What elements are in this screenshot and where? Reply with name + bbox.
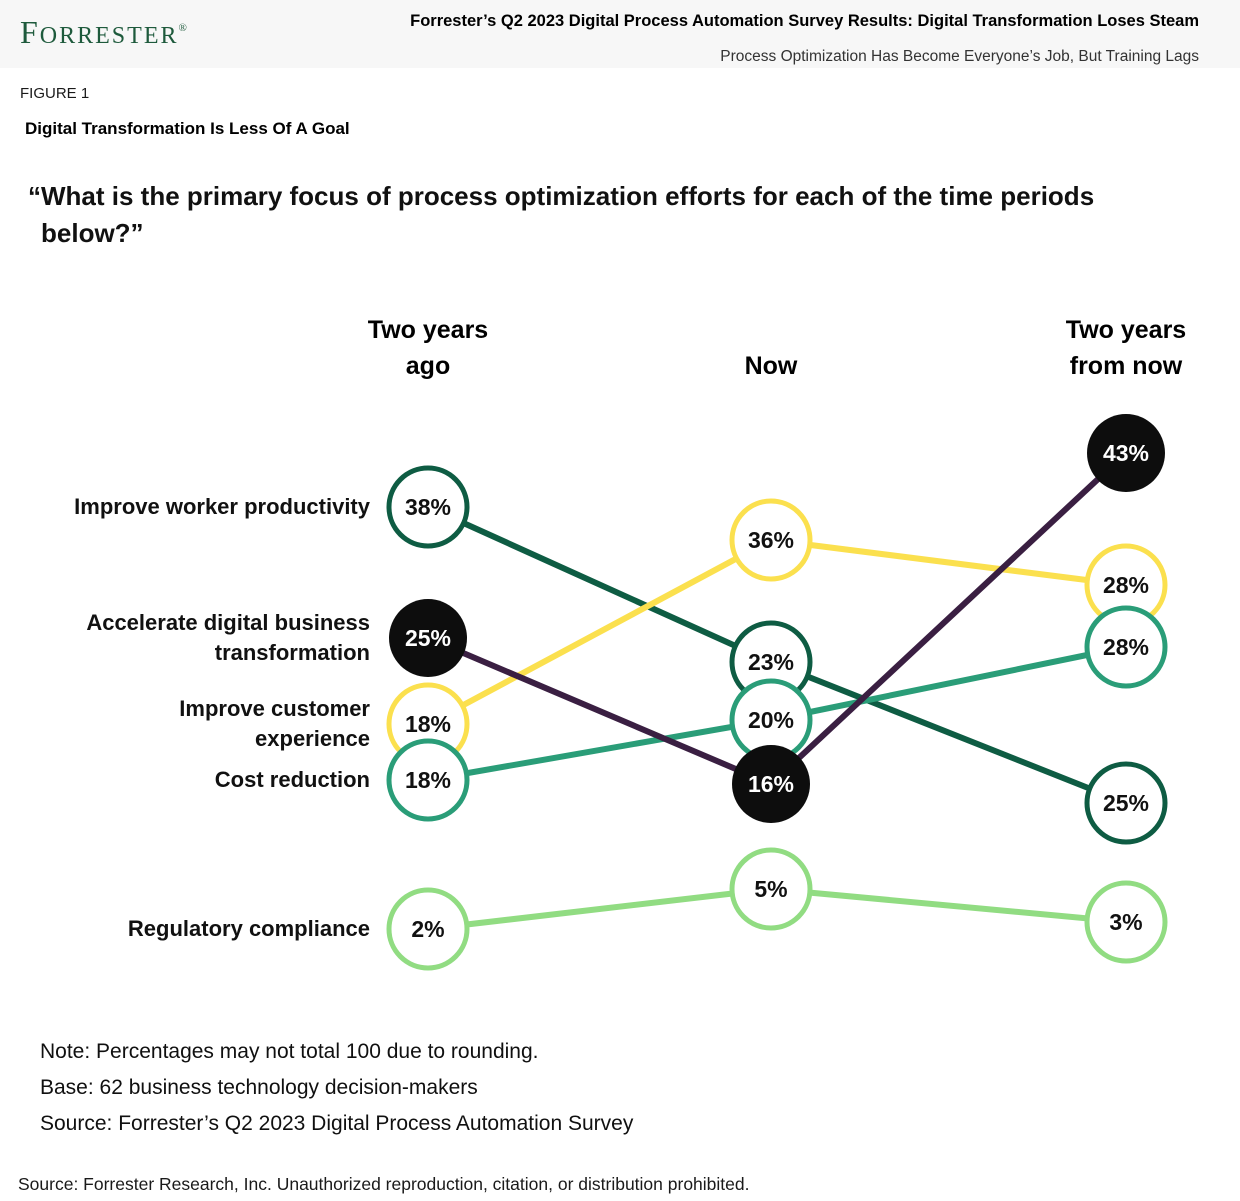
header-bar: FORRESTER® Forrester’s Q2 2023 Digital P… <box>0 0 1240 68</box>
data-point-improve-customer-experience-col1: 36% <box>729 498 813 582</box>
data-point-value: 2% <box>411 916 444 942</box>
data-point-regulatory-compliance-col2: 3% <box>1084 880 1168 964</box>
logo-text: F <box>20 14 40 50</box>
row-label-improve-customer-experience: Improve customer experience <box>179 696 370 751</box>
data-point-value: 28% <box>1103 572 1149 598</box>
registered-mark-icon: ® <box>178 22 187 34</box>
row-label-accelerate-digital-business-transformation: Accelerate digital business transformati… <box>86 610 370 665</box>
survey-question: “What is the primary focus of process op… <box>28 178 1218 252</box>
data-point-improve-customer-experience-col2: 28% <box>1084 543 1168 627</box>
data-point-value: 43% <box>1103 440 1149 466</box>
data-point-improve-worker-productivity-col2: 25% <box>1084 761 1168 845</box>
data-point-regulatory-compliance-col1: 5% <box>729 847 813 931</box>
document-subtitle: Process Optimization Has Become Everyone… <box>720 48 1199 65</box>
data-point-accelerate-digital-business-transformation-col1: 16% <box>732 745 810 823</box>
data-point-value: 36% <box>748 527 794 553</box>
data-point-value: 20% <box>748 707 794 733</box>
figure-label: FIGURE 1 <box>20 85 90 102</box>
data-point-circle <box>1084 880 1168 964</box>
survey-question-line2: below?” <box>41 218 144 248</box>
data-point-circle <box>1084 605 1168 689</box>
data-point-accelerate-digital-business-transformation-col2: 43% <box>1087 414 1165 492</box>
data-point-value: 25% <box>1103 790 1149 816</box>
data-point-cost-reduction-col1: 20% <box>729 678 813 762</box>
data-point-value: 3% <box>1109 909 1142 935</box>
data-point-value: 25% <box>405 625 451 651</box>
data-point-circle <box>386 738 470 822</box>
document-title: Forrester’s Q2 2023 Digital Process Auto… <box>410 12 1199 30</box>
column-header-now: Now <box>744 352 798 380</box>
forrester-logo: FORRESTER® <box>20 14 187 50</box>
header-titles: Forrester’s Q2 2023 Digital Process Auto… <box>410 12 1199 66</box>
note-source: Source: Forrester’s Q2 2023 Digital Proc… <box>40 1112 634 1135</box>
data-point-circle <box>1087 414 1165 492</box>
figure-title: Digital Transformation Is Less Of A Goal <box>25 119 350 138</box>
data-point-improve-worker-productivity-col0: 38% <box>386 465 470 549</box>
row-label-cost-reduction: Cost reduction <box>214 767 370 792</box>
column-header-two-years-from-now: Two years from now <box>1065 316 1187 380</box>
data-point-cost-reduction-col2: 28% <box>1084 605 1168 689</box>
data-point-accelerate-digital-business-transformation-col0: 25% <box>389 599 467 677</box>
data-point-circle <box>389 599 467 677</box>
data-point-value: 23% <box>748 649 794 675</box>
data-point-regulatory-compliance-col0: 2% <box>386 887 470 971</box>
data-point-value: 16% <box>748 771 794 797</box>
data-point-value: 38% <box>405 494 451 520</box>
data-point-circle <box>386 465 470 549</box>
data-point-circle <box>729 847 813 931</box>
data-point-circle <box>386 887 470 971</box>
survey-question-line1: “What is the primary focus of process op… <box>28 181 1095 211</box>
data-point-circle <box>1084 761 1168 845</box>
note-base: Base: 62 business technology decision-ma… <box>40 1076 478 1099</box>
data-point-circle <box>732 745 810 823</box>
data-point-value: 5% <box>754 876 787 902</box>
data-point-value: 18% <box>405 711 451 737</box>
data-point-circle <box>729 498 813 582</box>
note-rounding: Note: Percentages may not total 100 due … <box>40 1040 539 1063</box>
row-label-regulatory-compliance: Regulatory compliance <box>127 916 370 941</box>
data-point-cost-reduction-col0: 18% <box>386 738 470 822</box>
copyright-footer: Source: Forrester Research, Inc. Unautho… <box>18 1174 750 1194</box>
chart-notes: Note: Percentages may not total 100 due … <box>40 1034 633 1142</box>
data-point-value: 28% <box>1103 634 1149 660</box>
row-label-improve-worker-productivity: Improve worker productivity <box>74 494 370 519</box>
column-header-two-years-ago: Two years ago <box>367 316 489 380</box>
data-point-value: 18% <box>405 767 451 793</box>
